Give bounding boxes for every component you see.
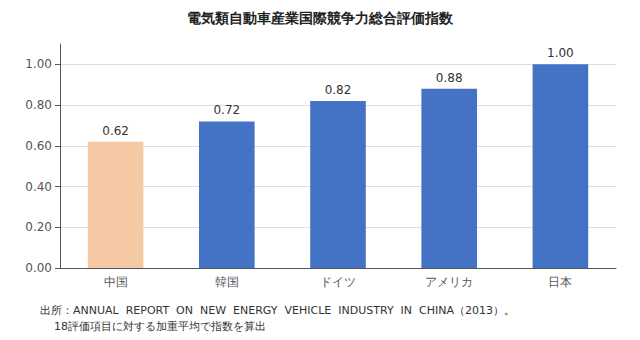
svg-text:電気類自動車産業国際競争力総合評価指数: 電気類自動車産業国際競争力総合評価指数 xyxy=(187,10,454,26)
svg-text:韓国: 韓国 xyxy=(215,275,239,289)
svg-text:0.80: 0.80 xyxy=(25,98,52,112)
svg-text:1.00: 1.00 xyxy=(25,57,52,71)
svg-text:日本: 日本 xyxy=(548,275,572,289)
svg-text:0.40: 0.40 xyxy=(25,180,52,194)
svg-text:0.72: 0.72 xyxy=(213,103,240,117)
svg-text:0.88: 0.88 xyxy=(436,71,463,85)
svg-text:18評価項目に対する加重平均で指数を算出: 18評価項目に対する加重平均で指数を算出 xyxy=(40,320,266,333)
svg-text:ドイツ: ドイツ xyxy=(320,275,356,289)
svg-text:出所：ANNUAL REPORT ON NEW EN: 出所：ANNUAL REPORT ON NEW ENERGY VEHICLE I… xyxy=(40,304,515,317)
svg-text:0.82: 0.82 xyxy=(325,83,352,97)
svg-text:0.62: 0.62 xyxy=(102,124,129,138)
svg-text:アメリカ: アメリカ xyxy=(425,275,473,289)
svg-text:0.00: 0.00 xyxy=(25,261,52,275)
svg-text:0.20: 0.20 xyxy=(25,220,52,234)
svg-text:中国: 中国 xyxy=(104,275,128,289)
svg-text:0.60: 0.60 xyxy=(25,139,52,153)
svg-text:1.00: 1.00 xyxy=(547,46,574,60)
